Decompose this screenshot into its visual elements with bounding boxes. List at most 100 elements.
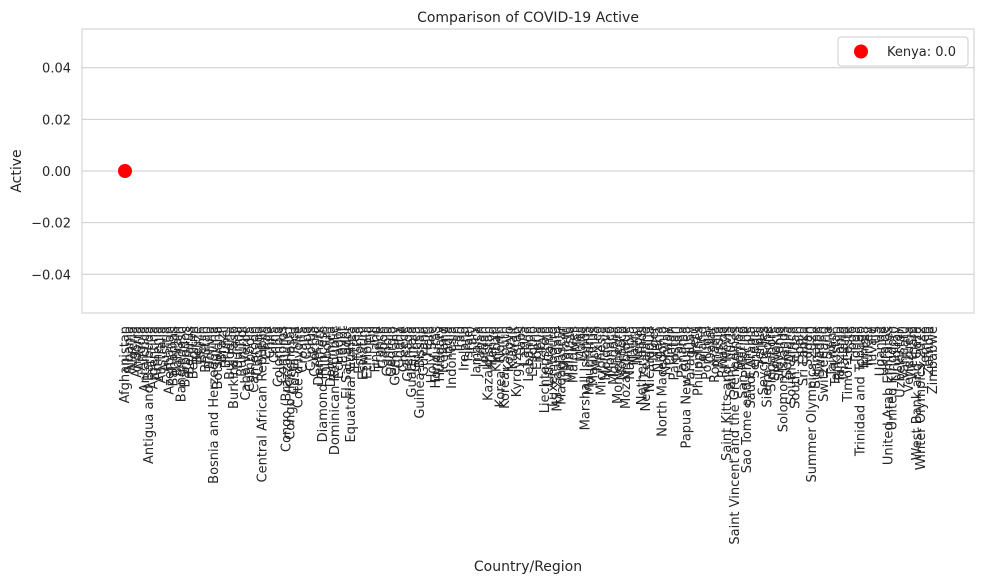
legend-label: Kenya: 0.0 xyxy=(887,45,956,60)
x-tick-label: Turkey xyxy=(861,326,876,370)
x-tick-label: Saint Kitts and Nevis xyxy=(720,326,735,461)
x-tick-label: Afghanistan xyxy=(118,326,133,403)
x-tick-label: Netherlands xyxy=(635,326,650,405)
x-tick-label: Antarctica xyxy=(138,326,153,392)
x-tick-label: India xyxy=(441,326,456,358)
x-tick-label: Belarus xyxy=(183,326,198,375)
x-tick-label: Nicaragua xyxy=(643,326,658,392)
x-tick-label: South Sudan xyxy=(789,326,804,409)
x-tick-label: France xyxy=(373,326,388,369)
y-tick-labels: −0.04 −0.02 0.00 0.02 0.04 xyxy=(31,62,71,284)
x-tick-label: Mali xyxy=(570,326,585,352)
x-tick-label: Slovakia xyxy=(768,326,783,381)
x-tick-label: Sweden xyxy=(813,326,828,377)
x-tick-label: Israel xyxy=(461,326,476,362)
x-tick-label: Denmark xyxy=(312,326,327,386)
highlight-point xyxy=(118,164,132,178)
x-tick-label: Jamaica xyxy=(469,326,484,378)
x-tick-label: Tajikistan xyxy=(829,326,844,387)
x-tick-label: Hungary xyxy=(433,326,448,382)
x-tick-label: Serbia xyxy=(752,326,767,367)
x-tick-label: US xyxy=(869,326,884,344)
x-tick-label: Djibouti xyxy=(320,326,335,376)
x-tick-label: Bolivia xyxy=(203,326,218,369)
x-tick-label: Lebanon xyxy=(522,326,537,382)
x-tick-label: Togo xyxy=(845,326,860,357)
legend-marker xyxy=(854,44,868,59)
x-tick-label: Iran xyxy=(449,326,464,351)
x-tick-label: Kazakhstan xyxy=(482,326,497,401)
x-tick-label: Gambia xyxy=(381,326,396,377)
x-tick-label: Bangladesh xyxy=(175,326,190,402)
x-tick-label: Bulgaria xyxy=(223,326,238,380)
x-tick-label: Niger xyxy=(647,325,662,361)
x-tick-label: Uzbekistan xyxy=(894,326,909,398)
x-tick-label: Antigua and Barbuda xyxy=(142,326,157,464)
x-tick-label: Korea, North xyxy=(494,326,509,407)
x-tick-label: Costa Rica xyxy=(288,326,303,395)
x-tick-label: Mexico xyxy=(591,326,606,371)
x-tick-label: Holy See xyxy=(425,326,440,383)
x-tick-label: Samoa xyxy=(732,326,747,371)
x-tick-label: Marshall Islands xyxy=(579,326,594,431)
x-tick-label: Jordan xyxy=(478,326,493,368)
x-tick-label: Laos xyxy=(514,326,529,356)
x-tick-label: Italy xyxy=(465,326,480,355)
x-tick-label: Andorra xyxy=(130,326,145,378)
x-tick-label: Australia xyxy=(154,326,169,384)
x-tick-label: Slovenia xyxy=(772,326,787,381)
x-tick-label: Congo (Brazzaville) xyxy=(280,326,295,452)
y-tick-label: −0.02 xyxy=(31,217,71,232)
x-tick-label: Romania xyxy=(708,326,723,383)
x-tick-label: Seychelles xyxy=(756,326,771,396)
x-tick-label: Philippines xyxy=(692,326,707,396)
x-tick-label: Lesotho xyxy=(526,326,541,377)
x-tick-label: Ghana xyxy=(393,326,408,369)
x-tick-label: Ireland xyxy=(457,326,472,371)
x-tick-label: Tunisia xyxy=(857,326,872,371)
x-tick-label: Madagascar xyxy=(554,325,569,405)
x-tick-label: Azerbaijan xyxy=(162,326,177,395)
x-tick-label: New Zealand xyxy=(639,326,654,411)
x-tick-label: Diamond Princess xyxy=(316,326,331,443)
x-tick-label: Bahamas xyxy=(166,326,181,387)
x-tick-label: Saint Lucia xyxy=(724,326,739,397)
chart-title: Comparison of COVID-19 Active xyxy=(417,10,639,26)
x-tick-label: Kosovo xyxy=(502,326,517,372)
x-tick-label: Tonga xyxy=(849,326,864,365)
x-tick-label: Libya xyxy=(534,326,549,361)
highlight-marker-group xyxy=(118,164,132,178)
y-tick-label: 0.00 xyxy=(42,165,71,180)
x-tick-label: Kuwait xyxy=(506,326,521,369)
x-tick-label: Thailand xyxy=(837,326,852,383)
x-tick-label: Haiti xyxy=(421,326,436,356)
x-tick-label: Armenia xyxy=(150,326,165,381)
x-tick-label: Saint Vincent and the Grenadines xyxy=(728,326,743,545)
x-tick-label: Croatia xyxy=(296,326,311,373)
x-tick-label: Ecuador xyxy=(332,325,347,379)
x-tick-label: Bosnia and Herzegovina xyxy=(207,326,222,484)
x-tick-label: Fiji xyxy=(364,326,379,343)
y-tick-label: 0.02 xyxy=(42,113,71,128)
x-tick-label: Pakistan xyxy=(667,326,682,380)
x-tick-label: Mozambique xyxy=(619,326,634,409)
x-tick-label: West Bank and Gaza xyxy=(910,326,925,460)
x-tick-label: Georgia xyxy=(385,326,400,377)
x-tick-label: Tanzania xyxy=(833,326,848,384)
x-tick-label: Malaysia xyxy=(562,326,577,383)
x-tick-label: Indonesia xyxy=(445,326,460,389)
x-tick-label: Botswana xyxy=(211,326,226,390)
x-tick-label: Winter Olympics 2022 xyxy=(914,326,929,470)
x-tick-label: Burkina Faso xyxy=(227,326,242,409)
y-tick-label: −0.04 xyxy=(31,268,71,283)
x-tick-label: Benin xyxy=(195,326,210,363)
x-tick-label: Guyana xyxy=(417,326,432,376)
x-tick-label: Morocco xyxy=(615,326,630,380)
x-tick-label: United Arab Emirates xyxy=(882,326,897,465)
x-tick-label: Burma xyxy=(231,326,246,369)
x-tick-label: Venezuela xyxy=(902,326,917,393)
x-tick-label: Mongolia xyxy=(607,326,622,385)
x-tick-label: Canada xyxy=(251,326,266,375)
x-tick-label: Luxembourg xyxy=(546,326,561,407)
x-tick-label: Grenada xyxy=(401,326,416,382)
